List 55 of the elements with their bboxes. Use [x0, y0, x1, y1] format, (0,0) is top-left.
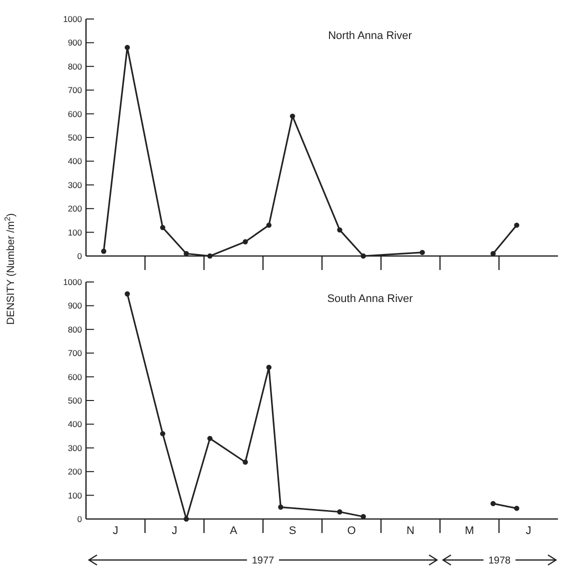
- point: [514, 506, 520, 511]
- y-tick-label: 1000: [63, 276, 82, 287]
- y-tick-label: 400: [68, 419, 82, 430]
- text: North Anna River: [328, 30, 412, 42]
- x-tick-label: S: [288, 525, 296, 537]
- point: [124, 291, 130, 296]
- x-tick-label: J: [526, 525, 532, 537]
- point: [160, 431, 166, 436]
- y-tick-label: 600: [68, 108, 82, 119]
- y-tick-label: 300: [68, 442, 82, 453]
- y-tick-label: 0: [77, 514, 82, 524]
- point: [278, 504, 284, 510]
- point: [160, 224, 166, 230]
- y-tick-label: 600: [68, 372, 82, 382]
- y-tick-label: 700: [68, 348, 82, 358]
- point: [360, 253, 366, 259]
- y-tick-label: 700: [68, 85, 82, 96]
- text: South Anna River: [327, 293, 414, 305]
- y-tick-label: 800: [68, 61, 82, 72]
- y-tick-label: 500: [68, 395, 82, 406]
- point: [124, 44, 130, 50]
- point: [266, 222, 272, 228]
- y-tick-label: 500: [68, 132, 82, 142]
- text: 1977: [252, 556, 275, 566]
- y-tick-label: 400: [68, 156, 82, 166]
- point: [337, 509, 342, 514]
- text: 1978: [488, 556, 512, 566]
- point: [184, 516, 189, 522]
- y-tick-label: 300: [68, 180, 82, 190]
- x-tick-label: O: [347, 525, 356, 537]
- x-tick-label: M: [464, 525, 474, 537]
- x-tick-label: N: [406, 525, 415, 537]
- y-tick-label: 900: [68, 38, 82, 48]
- y-tick-label: 800: [68, 324, 82, 334]
- point: [420, 250, 425, 256]
- point: [514, 222, 520, 228]
- x-tick-label: A: [230, 525, 238, 537]
- point: [242, 239, 248, 244]
- y-tick-label: 900: [68, 300, 82, 311]
- point: [337, 227, 342, 233]
- y-tick-label: 100: [68, 490, 82, 500]
- y-tick-label: 0: [77, 250, 82, 261]
- point: [242, 460, 248, 465]
- y-tick-label: 200: [68, 466, 82, 477]
- y-tick-label: 100: [68, 227, 82, 238]
- point: [101, 248, 106, 254]
- point: [266, 364, 272, 370]
- y-tick-label: 1000: [63, 14, 82, 24]
- y-tick-label: 200: [68, 204, 82, 214]
- point: [490, 500, 496, 506]
- point: [207, 436, 212, 442]
- point: [207, 253, 212, 259]
- x-tick-label: J: [112, 525, 118, 537]
- point: [290, 114, 296, 119]
- x-tick-label: J: [172, 525, 178, 537]
